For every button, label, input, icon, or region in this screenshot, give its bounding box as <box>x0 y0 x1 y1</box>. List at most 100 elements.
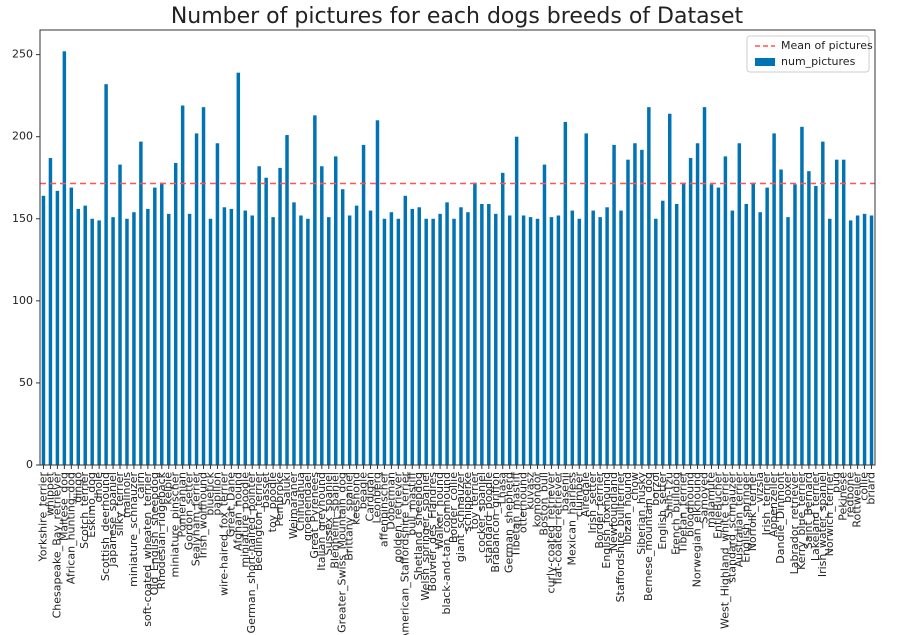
bar <box>737 143 742 465</box>
bar <box>452 218 456 465</box>
x-tick-label: Ibizan_hound <box>621 472 634 545</box>
bar <box>633 143 637 465</box>
bar <box>97 220 101 465</box>
x-tick-label: Shih-Tzu <box>663 472 676 518</box>
x-tick-label: Samoyed <box>698 472 711 523</box>
x-tick-label: standard_poodle <box>482 472 495 564</box>
bar <box>264 177 268 466</box>
bar <box>654 218 658 465</box>
x-tick-label: collie <box>858 472 871 501</box>
x-tick-label: groenendael <box>301 472 314 541</box>
x-tick-label: Gordon_setter <box>183 472 196 551</box>
bar <box>695 143 700 465</box>
x-tick-label: Maltese_dog <box>57 472 70 541</box>
x-tick-label: English_setter <box>656 472 669 550</box>
x-tick-label: pug <box>830 472 843 493</box>
x-tick-label: Irish_wolfhound <box>197 472 210 558</box>
x-tick-label: standard_schnauzer <box>725 472 738 583</box>
x-tick-label: Saint_Bernard <box>802 472 815 549</box>
bar <box>306 218 310 465</box>
y-tick-label: 100 <box>12 294 33 307</box>
bar <box>160 182 164 465</box>
bar <box>584 133 588 465</box>
x-tick-label: Border_collie <box>447 472 460 543</box>
x-tick-label: chow <box>628 472 641 501</box>
bar <box>166 213 171 465</box>
bar <box>299 215 303 465</box>
x-tick-label: Australian_terrier <box>732 472 745 568</box>
x-tick-label: Welsh_springer_spaniel <box>419 472 432 601</box>
bar <box>855 215 860 465</box>
bar <box>869 215 874 465</box>
x-tick-label: Pekinese <box>837 472 850 521</box>
x-tick-label: Dandie_Dinmont <box>774 471 787 563</box>
bar <box>438 213 442 465</box>
bar <box>180 105 185 466</box>
bar <box>333 156 338 465</box>
x-tick-label: papillon <box>210 472 223 516</box>
bar <box>76 208 81 465</box>
bar <box>744 204 749 465</box>
bar <box>271 217 275 465</box>
bar <box>368 210 373 465</box>
x-tick-label: Pembroke <box>273 472 286 527</box>
bar <box>361 144 366 466</box>
x-tick-label: Afghan_hound <box>231 472 244 551</box>
bar <box>382 218 387 465</box>
bar <box>215 143 220 465</box>
y-tick-label: 50 <box>19 376 33 389</box>
bar <box>786 217 790 465</box>
x-tick-label: Bedlington_terrier <box>252 472 265 572</box>
x-tick-label: Irish_terrier <box>760 472 773 536</box>
bar <box>431 218 435 465</box>
bar <box>848 220 853 465</box>
bar <box>257 166 261 465</box>
bar <box>354 205 359 465</box>
x-tick-label: Norfolk_terrier <box>746 472 759 552</box>
bar <box>403 195 408 465</box>
x-tick-label: bluetick <box>203 471 216 515</box>
bar <box>459 207 463 465</box>
bar <box>688 158 693 466</box>
x-tick-label: Japanese_spaniel <box>106 472 119 568</box>
bar <box>821 141 825 466</box>
x-tick-label: Eskimo_dog <box>85 472 98 538</box>
x-tick-label: Labrador_retriever <box>788 472 801 575</box>
x-tick-label: Norwegian_elkhound <box>691 472 704 587</box>
x-tick-label: Rottweiler <box>851 472 864 528</box>
x-tick-label: American_Staffordshire_terrier <box>398 472 411 635</box>
x-tick-label: Italian_greyhound <box>315 472 328 571</box>
x-tick-label: Blenheim_spaniel <box>329 472 342 569</box>
bar <box>466 212 470 465</box>
x-tick-label: kuvasz <box>524 472 537 510</box>
bar <box>709 184 714 465</box>
bar <box>396 218 401 465</box>
bar <box>480 204 484 465</box>
x-tick-label: redbone <box>844 472 857 518</box>
bar <box>347 215 352 465</box>
bar <box>410 208 415 465</box>
bar <box>612 144 616 466</box>
bar <box>765 187 769 465</box>
bar <box>716 187 721 465</box>
bar <box>772 133 776 465</box>
bar <box>375 120 380 465</box>
bar <box>702 107 707 465</box>
bar <box>487 204 491 465</box>
x-tick-label: Appenzeller <box>767 472 780 538</box>
x-tick-label: golden_retriever <box>391 472 404 563</box>
x-tick-label: Scotch_terrier <box>78 472 91 549</box>
bar <box>327 217 331 465</box>
x-tick-label: African_hunting_dog <box>64 472 77 584</box>
bar <box>862 213 867 465</box>
bar <box>389 212 394 465</box>
x-tick-label: Great_Pyrenees <box>308 472 321 559</box>
x-tick-label: Walker_hound <box>433 472 446 549</box>
bar <box>723 156 728 465</box>
bar <box>146 208 150 465</box>
x-tick-label: cairn <box>134 472 147 499</box>
bar <box>591 210 595 465</box>
x-tick-label: Staffordshire_bullterrier <box>614 472 627 603</box>
x-tick-label: Pomeranian <box>176 472 189 537</box>
x-tick-label: Brabancon_griffon <box>489 472 502 573</box>
